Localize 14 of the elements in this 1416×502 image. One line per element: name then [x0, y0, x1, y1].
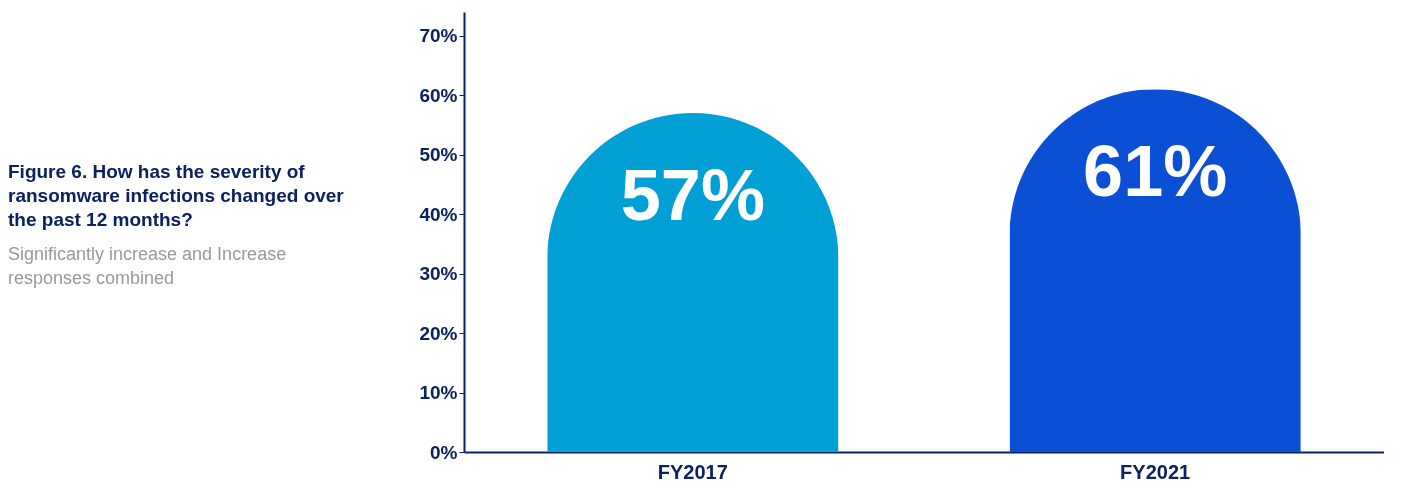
y-tick-label: 50% [419, 144, 458, 166]
y-tick-label: 30% [419, 263, 458, 285]
y-tick-label: 60% [419, 84, 458, 106]
data-label: 57% [620, 155, 765, 236]
y-tick-label: 10% [419, 382, 458, 404]
y-tick-label: 70% [419, 25, 458, 47]
data-label: 61% [1083, 131, 1228, 212]
y-tick-label: 20% [419, 322, 458, 344]
x-tick-label: FY2021 [1120, 460, 1191, 483]
y-tick-label: 40% [419, 203, 458, 225]
text: Figure 6. How has the severity of ransomware infections changed over the past 12 months? [8, 160, 345, 232]
text: Significantly increase and Increase responses combined [8, 243, 288, 290]
x-tick-label: FY2017 [657, 460, 728, 483]
y-tick-label: 0% [430, 441, 458, 463]
